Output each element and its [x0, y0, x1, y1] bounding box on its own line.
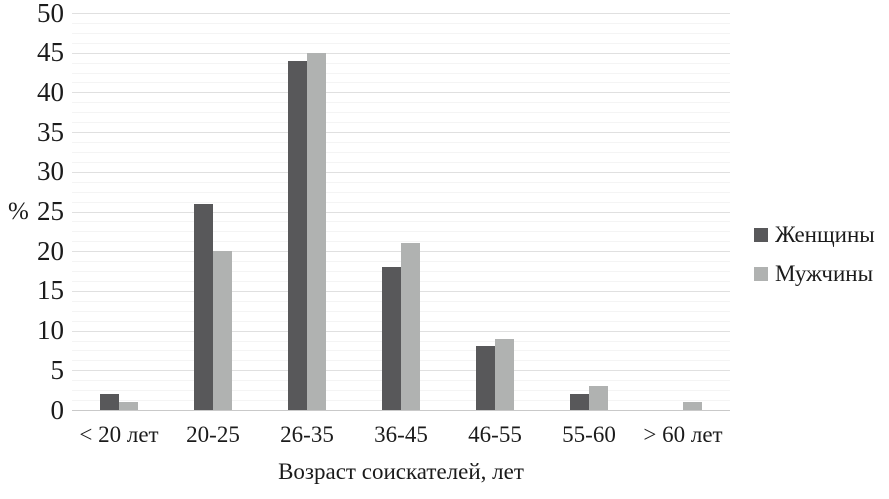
y-tick-label-30: 30 [37, 156, 64, 186]
y-tick-label-0: 0 [50, 395, 65, 425]
y-axis-tick-labels: 0 5 10 15 20 25 30 35 40 45 50 [0, 0, 64, 499]
gridline [72, 32, 730, 34]
gridline [72, 201, 730, 203]
gridline [72, 72, 730, 74]
gridline [72, 231, 730, 233]
bar-men-group-6 [683, 402, 702, 410]
gridline [72, 211, 730, 213]
bar-men-group-4 [495, 339, 514, 410]
y-tick-label-15: 15 [37, 275, 64, 305]
x-tick-label-5: 55-60 [562, 422, 616, 447]
bar-men-group-0 [119, 402, 138, 410]
gridline [72, 151, 730, 153]
gridline [72, 62, 730, 64]
gridline [72, 82, 730, 84]
gridline [72, 171, 730, 173]
gridline [72, 52, 730, 54]
legend-item-women: Женщины [754, 222, 875, 247]
bar-men-group-2 [307, 53, 326, 410]
y-tick-label-35: 35 [37, 117, 64, 147]
x-axis-tick-labels: < 20 лет 20-25 26-35 36-45 46-55 55-60 > 60 ле… [72, 421, 730, 451]
legend-marker-icon [754, 227, 768, 242]
legend-item-men: Мужчины [754, 261, 875, 286]
gridline [72, 161, 730, 163]
bar-women-group-5 [570, 394, 589, 410]
gridline [72, 92, 730, 94]
gridline [72, 241, 730, 243]
x-tick-label-0: < 20 лет [79, 422, 159, 447]
bar-women-group-2 [288, 61, 307, 410]
gridline [72, 13, 730, 14]
gridline [72, 132, 730, 134]
bar-women-group-1 [194, 204, 213, 410]
gridline [72, 191, 730, 193]
bar-men-group-1 [213, 251, 232, 410]
gridline [72, 221, 730, 223]
y-tick-label-40: 40 [37, 77, 64, 107]
gridline [72, 42, 730, 44]
y-tick-label-20: 20 [37, 236, 64, 266]
y-tick-label-50: 50 [37, 0, 64, 28]
legend-label: Мужчины [775, 261, 874, 286]
bar-men-group-3 [401, 243, 420, 410]
x-tick-label-1: 20-25 [186, 422, 240, 447]
bar-women-group-3 [382, 267, 401, 410]
gridline [72, 122, 730, 124]
x-tick-label-4: 46-55 [468, 422, 522, 447]
plot-area [72, 13, 730, 411]
gridline [72, 142, 730, 144]
x-axis-baseline [72, 410, 730, 411]
gridline [72, 102, 730, 104]
gridline [72, 112, 730, 114]
x-tick-label-2: 26-35 [280, 422, 334, 447]
y-tick-label-10: 10 [37, 315, 64, 345]
bar-women-group-4 [476, 346, 495, 410]
bar-men-group-5 [589, 386, 608, 410]
x-tick-label-6: > 60 лет [643, 422, 723, 447]
gridline [72, 181, 730, 183]
y-tick-label-25: 25 [37, 196, 64, 226]
y-tick-label-45: 45 [37, 37, 64, 67]
gridline [72, 22, 730, 24]
bar-women-group-0 [100, 394, 119, 410]
x-tick-label-3: 36-45 [374, 422, 428, 447]
x-axis-title: Возраст соискателей, лет [278, 459, 524, 484]
legend-marker-icon [754, 266, 768, 281]
legend: Женщины Мужчины [754, 222, 875, 300]
legend-label: Женщины [775, 222, 875, 247]
y-axis-label: % [8, 198, 29, 225]
y-tick-label-5: 5 [50, 355, 65, 385]
